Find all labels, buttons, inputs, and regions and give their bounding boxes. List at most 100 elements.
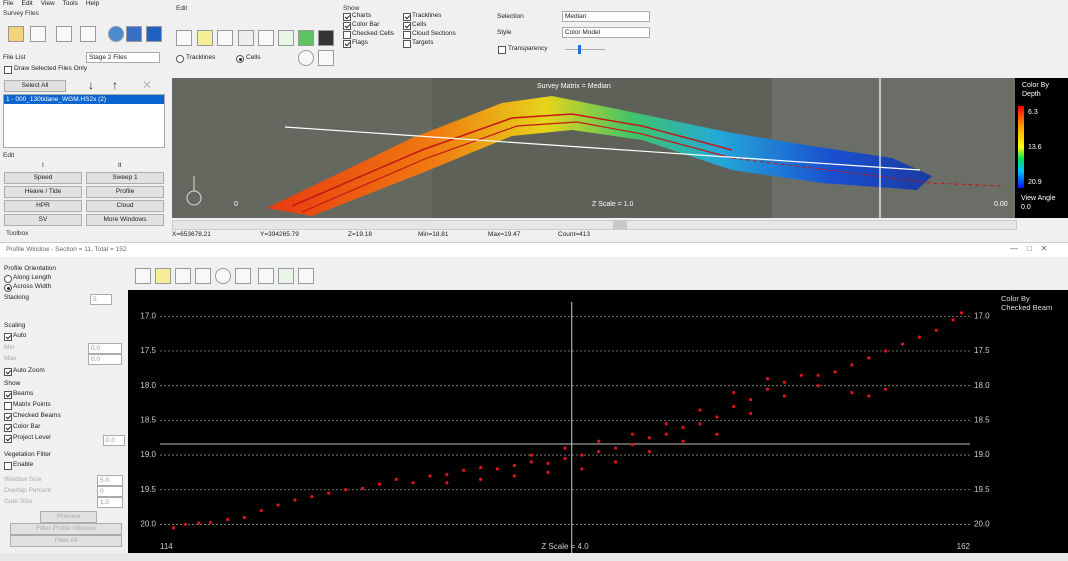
radio[interactable] — [4, 284, 12, 292]
button[interactable]: Profile — [86, 186, 164, 198]
checkbox[interactable] — [403, 40, 411, 48]
icon-circle[interactable] — [298, 50, 314, 66]
icon-add[interactable] — [30, 26, 46, 42]
point — [682, 440, 685, 443]
checkbox[interactable] — [4, 435, 12, 443]
dropdown[interactable]: Median — [562, 11, 650, 22]
icon-x[interactable] — [176, 30, 192, 46]
icon-up[interactable]: ↑ — [112, 78, 118, 92]
checkbox[interactable] — [343, 31, 351, 39]
button[interactable]: Cloud — [86, 200, 164, 212]
checkbox[interactable] — [403, 13, 411, 21]
checkbox[interactable] — [343, 13, 351, 21]
button[interactable]: Heave / Tide — [4, 186, 82, 198]
button[interactable]: SV — [4, 214, 82, 226]
checkbox-label: Flags — [352, 39, 368, 46]
point — [800, 374, 803, 377]
icon-flag[interactable] — [195, 268, 211, 284]
icon-globe[interactable] — [108, 26, 124, 42]
point — [867, 356, 870, 359]
icon-box[interactable] — [175, 268, 191, 284]
point — [698, 422, 701, 425]
icon-filter[interactable] — [318, 50, 334, 66]
button[interactable]: More Windows — [86, 214, 164, 226]
icon-doc[interactable] — [80, 26, 96, 42]
input[interactable]: 0.0 — [88, 343, 122, 354]
icon-up[interactable] — [258, 268, 274, 284]
icon-down[interactable] — [298, 268, 314, 284]
input[interactable]: 1.0 — [97, 497, 123, 508]
radio[interactable] — [236, 55, 244, 63]
menu-item[interactable]: File — [3, 0, 13, 7]
checkbox-label: Along Length — [13, 274, 51, 281]
checkbox[interactable] — [4, 424, 12, 432]
column-label: I — [42, 162, 44, 169]
window-controls[interactable]: — □ ✕ — [1010, 244, 1047, 253]
icon-help[interactable] — [126, 26, 142, 42]
point — [513, 464, 516, 467]
file-item[interactable]: 1 - 000_130tidane_WGM.HS2x (2) — [4, 95, 164, 104]
dropdown[interactable]: Stage 2 Files — [86, 52, 160, 63]
group-title: Edit — [3, 152, 14, 159]
checkbox[interactable] — [4, 402, 12, 410]
button[interactable]: Sweep 1 — [86, 172, 164, 184]
input[interactable]: 0.0 — [103, 435, 125, 446]
icon-down[interactable]: ↓ — [88, 78, 94, 92]
input[interactable]: 0.0 — [88, 354, 122, 365]
checkbox[interactable] — [4, 333, 12, 341]
icon-save[interactable] — [56, 26, 72, 42]
slider-thumb[interactable] — [578, 45, 581, 54]
dropdown[interactable]: Color Model — [562, 27, 650, 38]
icon-dark[interactable] — [318, 30, 334, 46]
status-field: Z=19.18 — [348, 231, 418, 238]
button[interactable]: Preview — [40, 511, 97, 523]
menu-item[interactable]: Edit — [21, 0, 32, 7]
icon-fit[interactable] — [235, 268, 251, 284]
icon-check[interactable] — [278, 30, 294, 46]
menu-item[interactable]: Help — [86, 0, 99, 7]
scrollbar[interactable] — [172, 220, 1017, 230]
slider-track — [565, 49, 605, 50]
scroll-thumb[interactable] — [613, 221, 627, 229]
checkbox[interactable] — [4, 413, 12, 421]
radio[interactable] — [176, 55, 184, 63]
icon-grid[interactable] — [146, 26, 162, 42]
menu-bar: File Edit View Tools Help — [3, 0, 107, 7]
checkbox[interactable] — [403, 31, 411, 39]
radio[interactable] — [4, 275, 12, 283]
point — [462, 469, 465, 472]
button[interactable]: Filter All — [10, 535, 122, 547]
button[interactable]: Select All — [4, 80, 66, 92]
checkbox[interactable] — [4, 368, 12, 376]
checkbox[interactable] — [498, 46, 506, 54]
icon-x[interactable] — [135, 268, 151, 284]
icon-box[interactable] — [217, 30, 233, 46]
input[interactable]: 5 — [90, 294, 112, 305]
label: Gate Size — [4, 498, 33, 505]
checkbox[interactable] — [4, 391, 12, 399]
point — [732, 405, 735, 408]
button[interactable]: Filter Profile Window — [10, 523, 122, 535]
icon-fit[interactable] — [258, 30, 274, 46]
checkbox[interactable] — [403, 22, 411, 30]
button[interactable]: HPR — [4, 200, 82, 212]
checkbox[interactable] — [343, 22, 351, 30]
input[interactable]: 0 — [97, 486, 123, 497]
button[interactable]: Speed — [4, 172, 82, 184]
checkbox[interactable] — [343, 40, 351, 48]
checkbox[interactable] — [4, 66, 12, 74]
point — [715, 433, 718, 436]
icon-open[interactable] — [8, 26, 24, 42]
icon-remove[interactable]: ✕ — [142, 78, 152, 92]
label: Selection — [497, 13, 524, 20]
icon-circle[interactable] — [215, 268, 231, 284]
menu-item[interactable]: Tools — [63, 0, 78, 7]
icon-green[interactable] — [298, 30, 314, 46]
icon-flag[interactable] — [238, 30, 254, 46]
icon-pen[interactable] — [197, 30, 213, 46]
checkbox[interactable] — [4, 462, 12, 470]
icon-check[interactable] — [278, 268, 294, 284]
icon-pen[interactable] — [155, 268, 171, 284]
menu-item[interactable]: View — [41, 0, 55, 7]
input[interactable]: 5.0 — [97, 475, 123, 486]
